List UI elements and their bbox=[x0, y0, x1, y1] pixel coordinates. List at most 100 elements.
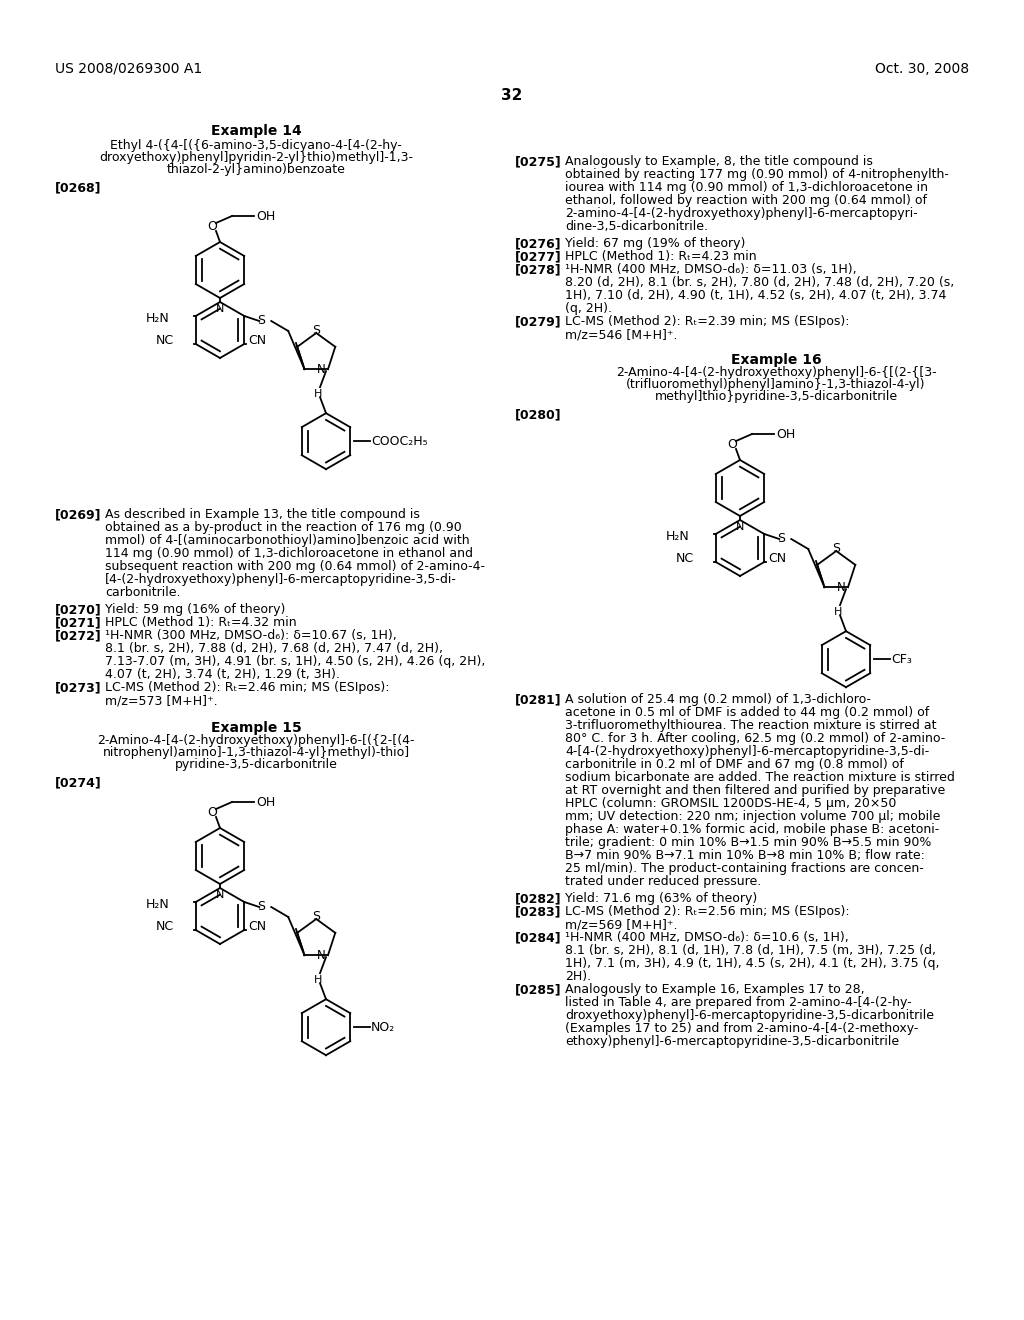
Text: N: N bbox=[216, 304, 224, 314]
Text: [0271]: [0271] bbox=[55, 616, 101, 630]
Text: Example 16: Example 16 bbox=[731, 352, 821, 367]
Text: [4-(2-hydroxyethoxy)phenyl]-6-mercaptopyridine-3,5-di-: [4-(2-hydroxyethoxy)phenyl]-6-mercaptopy… bbox=[105, 573, 457, 586]
Text: mm; UV detection: 220 nm; injection volume 700 μl; mobile: mm; UV detection: 220 nm; injection volu… bbox=[565, 810, 940, 822]
Text: m/z=569 [M+H]⁺.: m/z=569 [M+H]⁺. bbox=[565, 917, 678, 931]
Text: [0272]: [0272] bbox=[55, 630, 101, 642]
Text: ¹H-NMR (400 MHz, DMSO-d₆): δ=10.6 (s, 1H),: ¹H-NMR (400 MHz, DMSO-d₆): δ=10.6 (s, 1H… bbox=[565, 931, 849, 944]
Text: mmol) of 4-[(aminocarbonothioyl)amino]benzoic acid with: mmol) of 4-[(aminocarbonothioyl)amino]be… bbox=[105, 535, 470, 546]
Text: 32: 32 bbox=[502, 88, 522, 103]
Text: NC: NC bbox=[156, 920, 174, 933]
Text: dine-3,5-dicarbonitrile.: dine-3,5-dicarbonitrile. bbox=[565, 220, 708, 234]
Text: at RT overnight and then filtered and purified by preparative: at RT overnight and then filtered and pu… bbox=[565, 784, 945, 797]
Text: O: O bbox=[207, 219, 217, 232]
Text: sodium bicarbonate are added. The reaction mixture is stirred: sodium bicarbonate are added. The reacti… bbox=[565, 771, 954, 784]
Text: thiazol-2-yl}amino)benzoate: thiazol-2-yl}amino)benzoate bbox=[167, 162, 345, 176]
Text: obtained by reacting 177 mg (0.90 mmol) of 4-nitrophenylth-: obtained by reacting 177 mg (0.90 mmol) … bbox=[565, 168, 949, 181]
Text: NC: NC bbox=[156, 334, 174, 347]
Text: HPLC (Method 1): Rₜ=4.32 min: HPLC (Method 1): Rₜ=4.32 min bbox=[105, 616, 297, 630]
Text: S: S bbox=[777, 532, 785, 545]
Text: m/z=546 [M+H]⁺.: m/z=546 [M+H]⁺. bbox=[565, 327, 678, 341]
Text: 2-amino-4-[4-(2-hydroxyethoxy)phenyl]-6-mercaptopyri-: 2-amino-4-[4-(2-hydroxyethoxy)phenyl]-6-… bbox=[565, 207, 918, 220]
Text: 1H), 7.1 (m, 3H), 4.9 (t, 1H), 4.5 (s, 2H), 4.1 (t, 2H), 3.75 (q,: 1H), 7.1 (m, 3H), 4.9 (t, 1H), 4.5 (s, 2… bbox=[565, 957, 939, 970]
Text: US 2008/0269300 A1: US 2008/0269300 A1 bbox=[55, 62, 203, 77]
Text: [0282]: [0282] bbox=[515, 892, 561, 906]
Text: methyl]thio}pyridine-3,5-dicarbonitrile: methyl]thio}pyridine-3,5-dicarbonitrile bbox=[654, 389, 898, 403]
Text: pyridine-3,5-dicarbonitrile: pyridine-3,5-dicarbonitrile bbox=[174, 758, 338, 771]
Text: 80° C. for 3 h. After cooling, 62.5 mg (0.2 mmol) of 2-amino-: 80° C. for 3 h. After cooling, 62.5 mg (… bbox=[565, 733, 945, 744]
Text: A solution of 25.4 mg (0.2 mmol) of 1,3-dichloro-: A solution of 25.4 mg (0.2 mmol) of 1,3-… bbox=[565, 693, 871, 706]
Text: Example 15: Example 15 bbox=[211, 721, 301, 735]
Text: carbonitrile.: carbonitrile. bbox=[105, 586, 180, 599]
Text: COOC₂H₅: COOC₂H₅ bbox=[371, 434, 428, 447]
Text: ¹H-NMR (400 MHz, DMSO-d₆): δ=11.03 (s, 1H),: ¹H-NMR (400 MHz, DMSO-d₆): δ=11.03 (s, 1… bbox=[565, 263, 857, 276]
Text: trile; gradient: 0 min 10% B→1.5 min 90% B→5.5 min 90%: trile; gradient: 0 min 10% B→1.5 min 90%… bbox=[565, 836, 932, 849]
Text: H: H bbox=[834, 607, 842, 618]
Text: 4.07 (t, 2H), 3.74 (t, 2H), 1.29 (t, 3H).: 4.07 (t, 2H), 3.74 (t, 2H), 1.29 (t, 3H)… bbox=[105, 668, 340, 681]
Text: carbonitrile in 0.2 ml of DMF and 67 mg (0.8 mmol) of: carbonitrile in 0.2 ml of DMF and 67 mg … bbox=[565, 758, 904, 771]
Text: HPLC (column: GROMSIL 1200DS-HE-4, 5 μm, 20×50: HPLC (column: GROMSIL 1200DS-HE-4, 5 μm,… bbox=[565, 797, 896, 810]
Text: NO₂: NO₂ bbox=[371, 1020, 395, 1034]
Text: HPLC (Method 1): Rₜ=4.23 min: HPLC (Method 1): Rₜ=4.23 min bbox=[565, 249, 757, 263]
Text: H₂N: H₂N bbox=[666, 529, 690, 543]
Text: droxyethoxy)phenyl]pyridin-2-yl}thio)methyl]-1,3-: droxyethoxy)phenyl]pyridin-2-yl}thio)met… bbox=[99, 150, 413, 164]
Text: S: S bbox=[257, 900, 265, 913]
Text: iourea with 114 mg (0.90 mmol) of 1,3-dichloroacetone in: iourea with 114 mg (0.90 mmol) of 1,3-di… bbox=[565, 181, 928, 194]
Text: [0270]: [0270] bbox=[55, 603, 101, 616]
Text: 8.20 (d, 2H), 8.1 (br. s, 2H), 7.80 (d, 2H), 7.48 (d, 2H), 7.20 (s,: 8.20 (d, 2H), 8.1 (br. s, 2H), 7.80 (d, … bbox=[565, 276, 954, 289]
Text: NC: NC bbox=[676, 553, 693, 565]
Text: N: N bbox=[216, 890, 224, 900]
Text: S: S bbox=[312, 325, 321, 338]
Text: [0280]: [0280] bbox=[515, 408, 561, 421]
Text: LC-MS (Method 2): Rₜ=2.56 min; MS (ESIpos):: LC-MS (Method 2): Rₜ=2.56 min; MS (ESIpo… bbox=[565, 906, 850, 917]
Text: [0285]: [0285] bbox=[515, 983, 561, 997]
Text: droxyethoxy)phenyl]-6-mercaptopyridine-3,5-dicarbonitrile: droxyethoxy)phenyl]-6-mercaptopyridine-3… bbox=[565, 1008, 934, 1022]
Text: (q, 2H).: (q, 2H). bbox=[565, 302, 612, 315]
Text: [0284]: [0284] bbox=[515, 931, 561, 944]
Text: LC-MS (Method 2): Rₜ=2.46 min; MS (ESIpos):: LC-MS (Method 2): Rₜ=2.46 min; MS (ESIpo… bbox=[105, 681, 389, 694]
Text: listed in Table 4, are prepared from 2-amino-4-[4-(2-hy-: listed in Table 4, are prepared from 2-a… bbox=[565, 997, 911, 1008]
Text: subsequent reaction with 200 mg (0.64 mmol) of 2-amino-4-: subsequent reaction with 200 mg (0.64 mm… bbox=[105, 560, 485, 573]
Text: 2-Amino-4-[4-(2-hydroxyethoxy)phenyl]-6-{[(2-{[3-: 2-Amino-4-[4-(2-hydroxyethoxy)phenyl]-6-… bbox=[615, 366, 936, 379]
Text: [0277]: [0277] bbox=[515, 249, 562, 263]
Text: S: S bbox=[312, 911, 321, 924]
Text: (Examples 17 to 25) and from 2-amino-4-[4-(2-methoxy-: (Examples 17 to 25) and from 2-amino-4-[… bbox=[565, 1022, 919, 1035]
Text: O: O bbox=[727, 437, 737, 450]
Text: [0268]: [0268] bbox=[55, 181, 101, 194]
Text: [0278]: [0278] bbox=[515, 263, 561, 276]
Text: Example 14: Example 14 bbox=[211, 124, 301, 139]
Text: phase A: water+0.1% formic acid, mobile phase B: acetoni-: phase A: water+0.1% formic acid, mobile … bbox=[565, 822, 939, 836]
Text: 3-trifluoromethylthiourea. The reaction mixture is stirred at: 3-trifluoromethylthiourea. The reaction … bbox=[565, 719, 937, 733]
Text: 2-Amino-4-[4-(2-hydroxyethoxy)phenyl]-6-[({2-[(4-: 2-Amino-4-[4-(2-hydroxyethoxy)phenyl]-6-… bbox=[97, 734, 415, 747]
Text: CF₃: CF₃ bbox=[891, 652, 912, 665]
Text: N: N bbox=[317, 363, 326, 376]
Text: N: N bbox=[838, 581, 846, 594]
Text: [0269]: [0269] bbox=[55, 508, 101, 521]
Text: CN: CN bbox=[248, 920, 266, 933]
Text: 8.1 (br. s, 2H), 7.88 (d, 2H), 7.68 (d, 2H), 7.47 (d, 2H),: 8.1 (br. s, 2H), 7.88 (d, 2H), 7.68 (d, … bbox=[105, 642, 443, 655]
Text: B→7 min 90% B→7.1 min 10% B→8 min 10% B; flow rate:: B→7 min 90% B→7.1 min 10% B→8 min 10% B;… bbox=[565, 849, 925, 862]
Text: ethanol, followed by reaction with 200 mg (0.64 mmol) of: ethanol, followed by reaction with 200 m… bbox=[565, 194, 927, 207]
Text: [0279]: [0279] bbox=[515, 315, 561, 327]
Text: 25 ml/min). The product-containing fractions are concen-: 25 ml/min). The product-containing fract… bbox=[565, 862, 924, 875]
Text: obtained as a by-product in the reaction of 176 mg (0.90: obtained as a by-product in the reaction… bbox=[105, 521, 462, 535]
Text: 114 mg (0.90 mmol) of 1,3-dichloroacetone in ethanol and: 114 mg (0.90 mmol) of 1,3-dichloroaceton… bbox=[105, 546, 473, 560]
Text: H₂N: H₂N bbox=[146, 898, 170, 911]
Text: CN: CN bbox=[248, 334, 266, 347]
Text: [0281]: [0281] bbox=[515, 693, 561, 706]
Text: Yield: 67 mg (19% of theory): Yield: 67 mg (19% of theory) bbox=[565, 238, 745, 249]
Text: Ethyl 4-({4-[({6-amino-3,5-dicyano-4-[4-(2-hy-: Ethyl 4-({4-[({6-amino-3,5-dicyano-4-[4-… bbox=[111, 139, 401, 152]
Text: 8.1 (br. s, 2H), 8.1 (d, 1H), 7.8 (d, 1H), 7.5 (m, 3H), 7.25 (d,: 8.1 (br. s, 2H), 8.1 (d, 1H), 7.8 (d, 1H… bbox=[565, 944, 936, 957]
Text: m/z=573 [M+H]⁺.: m/z=573 [M+H]⁺. bbox=[105, 694, 218, 708]
Text: [0276]: [0276] bbox=[515, 238, 561, 249]
Text: [0283]: [0283] bbox=[515, 906, 561, 917]
Text: Oct. 30, 2008: Oct. 30, 2008 bbox=[874, 62, 969, 77]
Text: OH: OH bbox=[256, 796, 275, 808]
Text: S: S bbox=[257, 314, 265, 327]
Text: N: N bbox=[736, 521, 744, 532]
Text: N: N bbox=[317, 949, 326, 962]
Text: Yield: 71.6 mg (63% of theory): Yield: 71.6 mg (63% of theory) bbox=[565, 892, 758, 906]
Text: ethoxy)phenyl]-6-mercaptopyridine-3,5-dicarbonitrile: ethoxy)phenyl]-6-mercaptopyridine-3,5-di… bbox=[565, 1035, 899, 1048]
Text: nitrophenyl)amino]-1,3-thiazol-4-yl}methyl)-thio]: nitrophenyl)amino]-1,3-thiazol-4-yl}meth… bbox=[102, 746, 410, 759]
Text: [0273]: [0273] bbox=[55, 681, 101, 694]
Text: H: H bbox=[313, 975, 323, 985]
